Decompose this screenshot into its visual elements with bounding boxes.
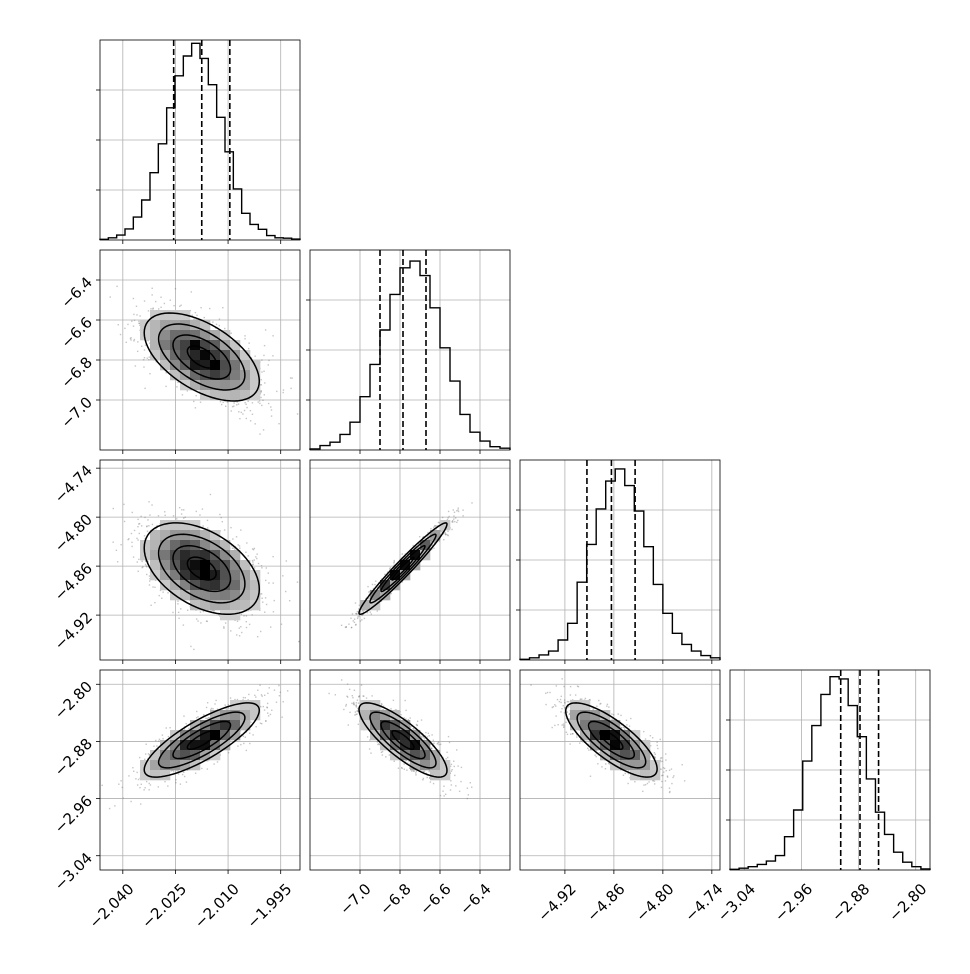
x-tick-label: −6.8 [376,880,414,918]
density-cell [170,360,180,370]
density-cell [190,550,200,560]
x-tick-label: −4.92 [534,880,579,925]
density-cell [230,580,240,590]
histogram-panel-4 [726,670,930,870]
density-cell [180,520,190,530]
x-tick-label: −2.96 [771,880,816,925]
density-cell [250,390,260,400]
density-cell [420,760,430,770]
y-tick-label: −3.04 [51,849,96,894]
histogram-step-line [100,43,300,240]
density-cells [140,310,260,400]
density-cell [160,550,170,560]
y-tick-label: −6.6 [58,313,96,351]
density-cell [220,610,230,620]
histogram-step-line [730,677,930,870]
x-tick-label: −2.040 [86,880,138,932]
x-tick-label: −4.86 [583,880,628,925]
density-cell [640,770,650,780]
x-tick-label: −2.80 [885,880,930,925]
histogram-panel-3 [516,460,720,664]
scatter-panel-4-2 [310,670,510,874]
density-cell [220,590,230,600]
panel-content [86,281,298,435]
x-tick-label: −2.010 [191,880,243,932]
density-cell [170,520,180,530]
density-cell [230,590,240,600]
histogram-step-line [520,469,720,660]
y-tick-label: −6.8 [58,353,96,391]
histogram-panel-1 [96,40,300,244]
x-tick-label: −2.025 [138,880,190,932]
scatter-panel-4-1 [95,663,307,874]
scatter-panel-2-1 [86,250,300,454]
x-tick-label: −2.88 [828,880,873,925]
density-cell [220,380,230,390]
y-tick-label: −4.86 [51,559,96,604]
density-cells [140,700,260,780]
density-cell [160,330,170,340]
density-cell [150,770,160,780]
y-tick-label: −4.92 [51,608,96,653]
density-cell [160,540,170,550]
scatter-panel-3-2 [310,460,510,664]
y-tick-label: −2.96 [51,792,96,837]
density-cell [160,760,170,770]
x-tick-label: −6.4 [456,880,494,918]
density-cell [150,560,160,570]
scatter-panel-4-3 [508,668,720,874]
y-tick-label: −2.80 [51,678,96,723]
scatter-panel-3-1 [96,460,300,664]
density-cell [230,610,240,620]
panel-content [508,668,685,793]
density-cell [230,390,240,400]
histogram-panel-2 [306,250,510,454]
x-tick-label: −4.80 [632,880,677,925]
density-cell [570,700,580,710]
density-cell [190,580,200,590]
y-tick-label: −2.88 [51,735,96,780]
density-cell [230,360,240,370]
density-cell [230,570,240,580]
y-tick-label: −7.0 [58,393,96,431]
density-cells [140,520,260,620]
density-cells [360,520,450,610]
density-cell [190,340,200,350]
density-cell [190,560,200,570]
density-cell [240,700,250,710]
y-tick-label: −4.74 [51,461,96,506]
density-cell [170,310,180,320]
density-cell [210,580,220,590]
x-tick-label: −6.6 [416,880,454,918]
density-cell [150,320,160,330]
density-cell [230,370,240,380]
density-cell [160,580,170,590]
density-cell [430,770,440,780]
x-tick-label: −7.0 [336,880,374,918]
y-tick-label: −6.4 [58,273,96,311]
density-cell [200,360,210,370]
density-cell [630,760,640,770]
density-cell [170,340,180,350]
density-cell [170,760,180,770]
panel-content [341,502,473,628]
density-cell [170,580,180,590]
density-cell [160,310,170,320]
x-tick-label: −1.995 [243,880,295,932]
density-cell [220,390,230,400]
y-tick-label: −4.80 [51,510,96,555]
